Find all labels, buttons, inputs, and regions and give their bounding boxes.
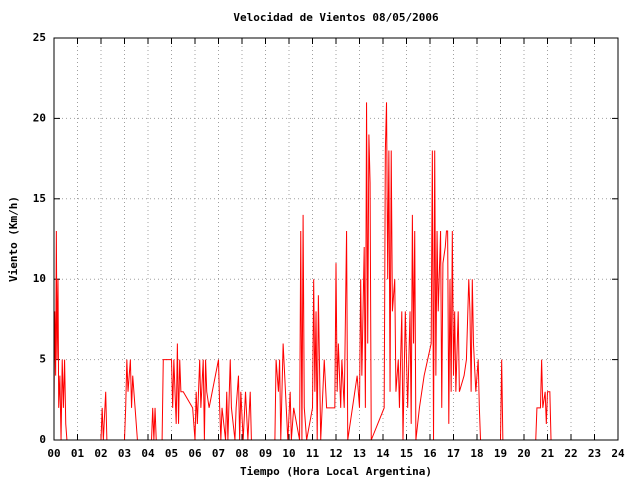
y-tick-label: 0 <box>39 433 46 446</box>
x-tick-label: 09 <box>259 447 272 460</box>
x-tick-label: 05 <box>165 447 178 460</box>
x-tick-label: 03 <box>118 447 131 460</box>
x-tick-label: 06 <box>188 447 202 460</box>
y-tick-label: 10 <box>33 272 46 285</box>
data-line <box>53 102 552 441</box>
x-tick-label: 11 <box>306 447 320 460</box>
x-tick-label: 14 <box>376 447 390 460</box>
x-tick-label: 19 <box>494 447 507 460</box>
x-tick-label: 02 <box>94 447 107 460</box>
x-tick-label: 16 <box>423 447 437 460</box>
x-tick-label: 13 <box>353 447 366 460</box>
x-tick-label: 00 <box>47 447 60 460</box>
x-axis-label: Tiempo (Hora Local Argentina) <box>240 465 432 478</box>
x-tick-label: 08 <box>235 447 248 460</box>
x-tick-label: 15 <box>400 447 413 460</box>
x-tick-label: 04 <box>141 447 155 460</box>
x-tick-label: 10 <box>282 447 295 460</box>
x-tick-label: 21 <box>541 447 555 460</box>
x-tick-label: 22 <box>564 447 577 460</box>
y-axis-label: Viento (Km/h) <box>7 196 20 282</box>
x-tick-label: 12 <box>329 447 342 460</box>
y-tick-label: 25 <box>33 31 46 44</box>
y-tick-label: 15 <box>33 192 46 205</box>
x-tick-label: 18 <box>470 447 483 460</box>
x-tick-label: 24 <box>611 447 625 460</box>
x-tick-label: 07 <box>212 447 225 460</box>
y-tick-label: 20 <box>33 111 46 124</box>
chart-title: Velocidad de Vientos 08/05/2006 <box>233 11 439 24</box>
plot-border <box>53 37 619 441</box>
x-tick-label: 01 <box>71 447 85 460</box>
y-tick-label: 5 <box>39 353 46 366</box>
x-tick-label: 23 <box>588 447 601 460</box>
x-tick-label: 20 <box>517 447 530 460</box>
x-tick-label: 17 <box>447 447 460 460</box>
